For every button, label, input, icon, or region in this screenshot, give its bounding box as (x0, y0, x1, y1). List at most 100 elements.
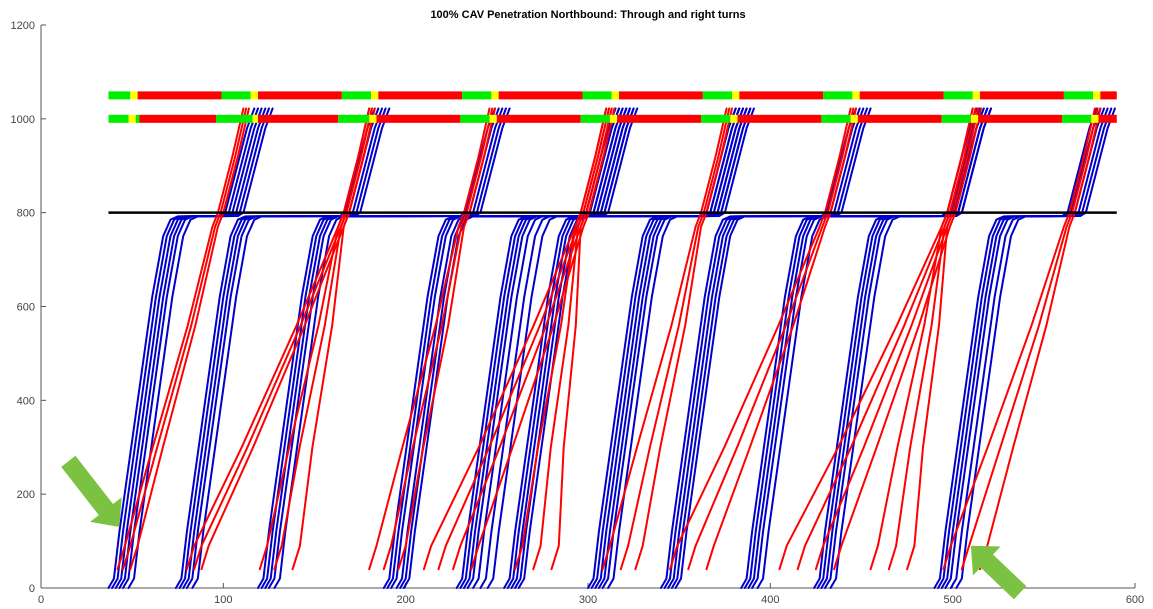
signal-phase-green (701, 114, 731, 123)
y-tick-label: 400 (17, 395, 35, 407)
annotation-arrow-shape (970, 545, 1027, 600)
signal-phase-red (378, 91, 463, 100)
signal-phase-yellow (130, 91, 138, 100)
signal-phase-green (341, 91, 372, 100)
right-turn-trajectory (122, 107, 248, 571)
signal-phase-yellow (850, 114, 858, 123)
signal-phase-red (376, 114, 461, 123)
y-tick-label: 1000 (11, 114, 35, 126)
through-trajectory (829, 107, 992, 589)
right-turn-trajectory (129, 107, 250, 571)
right-turn-trajectory (833, 107, 982, 571)
signal-phase-green (823, 91, 853, 100)
signal-phase-yellow (1091, 114, 1099, 123)
right-turn-trajectory (960, 107, 1099, 571)
right-turn-trajectory (887, 107, 977, 571)
signal-phase-red (618, 91, 703, 100)
through-trajectory (597, 107, 748, 589)
signal-phase-red (257, 114, 339, 123)
signal-phase-red (737, 114, 822, 123)
through-trajectory (590, 107, 741, 589)
through-trajectory (594, 107, 744, 589)
through-trajectory (479, 107, 635, 589)
through-trajectory (674, 107, 872, 589)
signal-phase-green (460, 114, 490, 123)
right-turn-trajectory (273, 107, 373, 571)
through-trajectory (118, 107, 267, 589)
signal-phase-yellow (369, 114, 377, 123)
through-trajectory (955, 107, 1116, 589)
right-turn-trajectory (906, 107, 980, 571)
signal-phase-green (821, 114, 851, 123)
signal-phase-yellow (491, 91, 499, 100)
right-turn-trajectory (397, 107, 496, 571)
signal-phase-red (1100, 91, 1117, 100)
signal-phase-yellow (1093, 91, 1101, 100)
signal-phase-yellow (611, 91, 619, 100)
signal-phase-yellow (970, 114, 979, 123)
y-tick-label: 0 (29, 583, 35, 595)
right-turn-trajectory (687, 107, 855, 571)
signal-phase-green (1063, 91, 1094, 100)
x-tick-label: 100 (214, 594, 232, 606)
y-tick-label: 600 (17, 302, 35, 314)
right-turn-trajectory (116, 107, 245, 571)
x-tick-label: 300 (579, 594, 597, 606)
right-turn-trajectory (452, 107, 613, 571)
signal-phase-red (139, 114, 217, 123)
through-trajectory (260, 107, 500, 589)
right-turn-trajectory (532, 107, 610, 571)
signal-phase-red (137, 91, 222, 100)
through-trajectory (607, 107, 755, 589)
y-tick-label: 200 (17, 489, 35, 501)
right-turn-trajectory (979, 107, 1102, 571)
signal-phase-yellow (252, 114, 258, 123)
annotation-arrow (970, 545, 1027, 600)
through-trajectory (472, 107, 631, 589)
x-tick-label: 0 (38, 594, 44, 606)
right-turn-trajectory (514, 107, 608, 571)
signal-phase-yellow (371, 91, 379, 100)
signal-phase-yellow (730, 114, 738, 123)
through-trajectory (390, 107, 624, 589)
x-tick-label: 500 (943, 594, 961, 606)
annotation-arrow (61, 455, 122, 527)
signal-phase-yellow (128, 114, 136, 123)
signal-phase-yellow (732, 91, 740, 100)
through-trajectory (185, 107, 387, 589)
signal-phase-green (108, 91, 131, 100)
signal-phase-red (859, 91, 944, 100)
right-turn-trajectory (382, 107, 494, 571)
signal-phase-green (108, 114, 129, 123)
signal-phase-red (496, 114, 581, 123)
signal-phase-yellow (852, 91, 860, 100)
signal-phase-green (216, 114, 253, 123)
signal-phase-green (462, 91, 492, 100)
right-turn-trajectory (368, 107, 491, 571)
y-tick-label: 1200 (11, 20, 35, 32)
through-trajectory (824, 107, 989, 589)
right-turn-trajectory (258, 107, 371, 571)
signal-phase-green (702, 91, 733, 100)
x-tick-label: 600 (1126, 594, 1144, 606)
signal-phase-red (1098, 114, 1117, 123)
signal-phase-red (980, 91, 1064, 100)
annotation-arrow-shape (61, 455, 122, 527)
through-trajectory (949, 107, 1113, 589)
through-trajectory (486, 107, 639, 589)
right-turn-trajectory (778, 107, 974, 571)
right-turn-trajectory (550, 107, 613, 571)
through-trajectory (122, 107, 270, 589)
signal-phase-green (135, 114, 140, 123)
through-trajectory (107, 107, 256, 589)
right-turn-trajectory (601, 107, 728, 571)
signal-phase-green (582, 91, 612, 100)
signal-phase-red (498, 91, 583, 100)
y-tick-label: 800 (17, 208, 35, 220)
through-trajectory (182, 107, 383, 589)
through-trajectory (463, 107, 624, 589)
signal-phase-red (257, 91, 342, 100)
through-trajectory (670, 107, 868, 589)
plot-area: 0 100 200 300 400 500 600 0 200 400 600 800 1000 1200 (11, 20, 1145, 606)
through-trajectory (264, 107, 504, 589)
